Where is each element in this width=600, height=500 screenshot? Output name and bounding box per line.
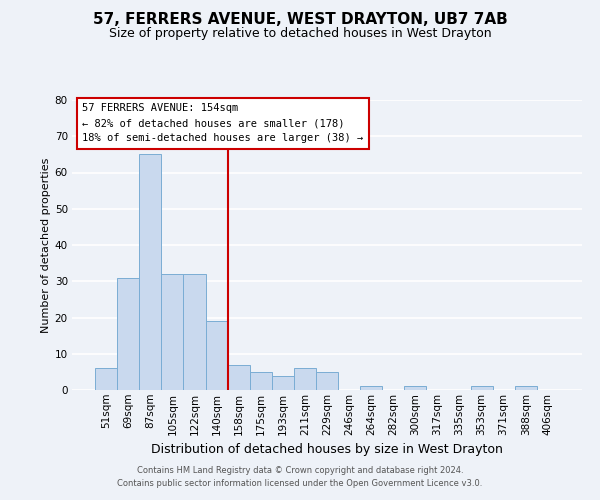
Bar xyxy=(360,386,382,390)
Bar xyxy=(95,368,117,390)
Bar xyxy=(161,274,184,390)
Bar xyxy=(139,154,161,390)
Bar xyxy=(117,278,139,390)
Bar xyxy=(316,372,338,390)
Bar xyxy=(404,386,427,390)
Bar xyxy=(272,376,294,390)
Y-axis label: Number of detached properties: Number of detached properties xyxy=(41,158,50,332)
Bar xyxy=(184,274,206,390)
Bar xyxy=(206,321,227,390)
Bar xyxy=(294,368,316,390)
Text: Size of property relative to detached houses in West Drayton: Size of property relative to detached ho… xyxy=(109,28,491,40)
Bar xyxy=(470,386,493,390)
X-axis label: Distribution of detached houses by size in West Drayton: Distribution of detached houses by size … xyxy=(151,443,503,456)
Bar xyxy=(250,372,272,390)
Text: 57 FERRERS AVENUE: 154sqm
← 82% of detached houses are smaller (178)
18% of semi: 57 FERRERS AVENUE: 154sqm ← 82% of detac… xyxy=(82,103,364,144)
Text: Contains HM Land Registry data © Crown copyright and database right 2024.
Contai: Contains HM Land Registry data © Crown c… xyxy=(118,466,482,487)
Bar xyxy=(515,386,537,390)
Text: 57, FERRERS AVENUE, WEST DRAYTON, UB7 7AB: 57, FERRERS AVENUE, WEST DRAYTON, UB7 7A… xyxy=(92,12,508,28)
Bar xyxy=(227,364,250,390)
